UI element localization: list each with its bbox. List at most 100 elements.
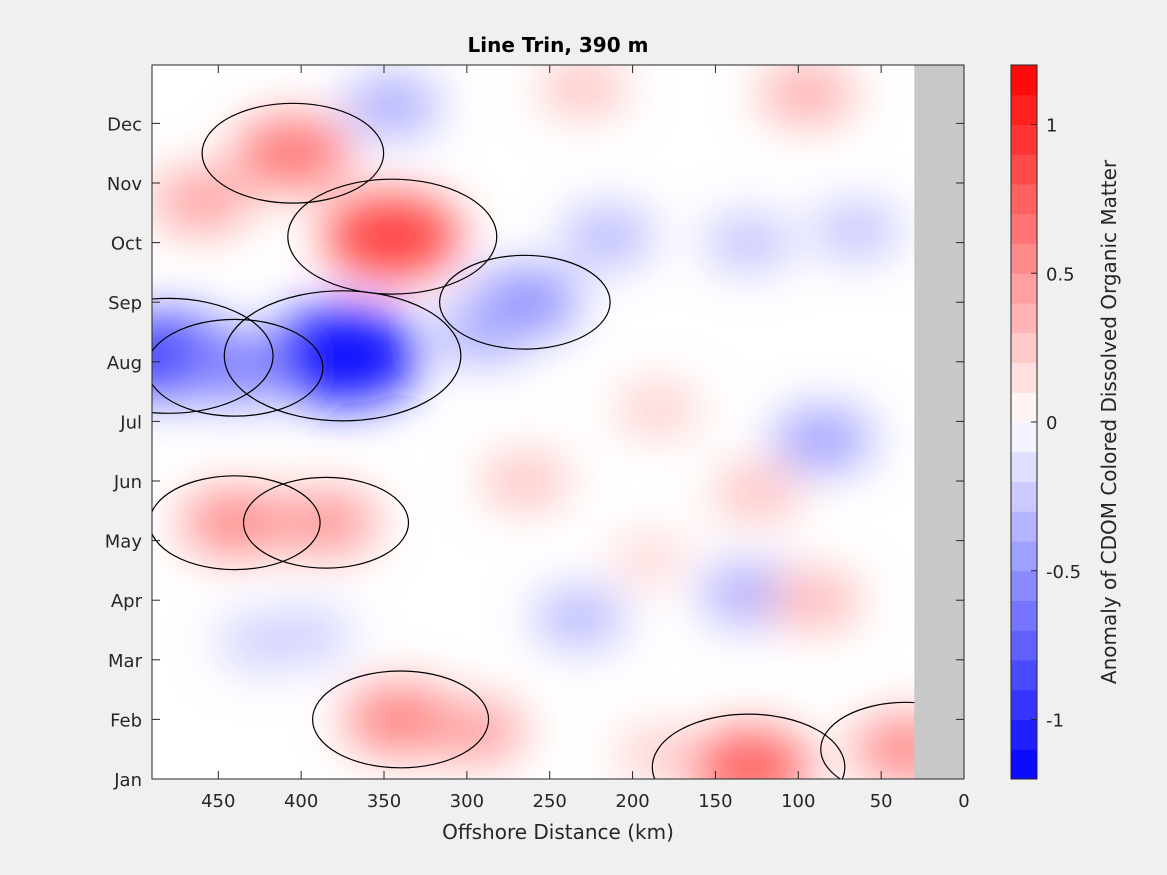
colorbar-segment-19 (1011, 213, 1037, 244)
anomaly-blob-21 (615, 383, 700, 436)
x-tick-label-50: 50 (870, 791, 893, 812)
colorbar-tick-label-5: 1 (1046, 116, 1057, 137)
anomaly-blob-9 (812, 203, 901, 258)
colorbar-segment-23 (1011, 94, 1037, 125)
zero-contour-9 (651, 713, 846, 779)
colorbar-segment-21 (1011, 154, 1037, 185)
colorbar-segment-16 (1011, 303, 1037, 334)
x-axis-ticks: 450 400 350 300 250 200 150 100 50 0 (201, 65, 970, 812)
x-tick-label-350: 350 (367, 791, 401, 812)
colorbar-segment-18 (1011, 243, 1037, 274)
y-tick-label-nov: Nov (107, 174, 142, 195)
colorbar-segment-2 (1011, 719, 1037, 750)
colorbar-label: Anomaly of CDOM Colored Dissolved Organi… (1097, 159, 1121, 684)
anomaly-blob-29 (758, 65, 855, 124)
anomaly-blob-30 (615, 729, 700, 779)
anomaly-blob-27 (768, 571, 861, 629)
y-tick-label-aug: Aug (107, 353, 142, 374)
colorbar-tick-label-3: 0 (1046, 413, 1057, 434)
colorbar-segment-17 (1011, 273, 1037, 304)
plot-frame (151, 64, 965, 780)
zero-contour-7 (152, 475, 321, 571)
anomaly-blob-3 (178, 333, 291, 403)
colorbar-segment-6 (1011, 600, 1037, 631)
colorbar-tick-label-2: -0.5 (1046, 562, 1081, 583)
colorbar-segment-9 (1011, 511, 1037, 542)
zero-contour-4 (439, 254, 611, 350)
anomaly-blob-17 (152, 169, 252, 232)
zero-contour-5 (287, 178, 498, 295)
zero-contour-1 (223, 290, 462, 422)
y-tick-label-oct: Oct (111, 234, 142, 255)
zero-contour-2 (152, 297, 274, 414)
x-tick-label-0: 0 (958, 791, 969, 812)
zero-contours (152, 102, 964, 779)
colorbar-segment-3 (1011, 689, 1037, 720)
colorbar-segments (1011, 65, 1037, 780)
anomaly-blob-15 (324, 194, 461, 279)
y-tick-label-jul: Jul (119, 412, 142, 433)
anomaly-blob-18 (180, 489, 289, 557)
x-tick-label-400: 400 (284, 791, 318, 812)
colorbar-segment-10 (1011, 481, 1037, 512)
anomaly-blob-22 (686, 728, 811, 779)
anomaly-blob-12 (533, 589, 626, 647)
x-tick-label-450: 450 (201, 791, 235, 812)
anomaly-blob-28 (538, 65, 627, 115)
colorbar-ticks: -1 -0.5 0 0.5 1 (1031, 116, 1081, 732)
colorbar-segment-4 (1011, 660, 1037, 691)
colorbar-segment-1 (1011, 749, 1037, 780)
anomaly-blob-24 (425, 700, 526, 763)
x-tick-label-150: 150 (698, 791, 732, 812)
anomaly-blob-20 (480, 453, 569, 509)
colorbar-tick-label-1: -1 (1046, 711, 1064, 732)
anomaly-blob-7 (344, 75, 441, 136)
zero-contour-6 (201, 102, 385, 204)
colorbar-segment-12 (1011, 422, 1037, 453)
anomaly-blob-8 (773, 408, 874, 471)
zero-contour-10 (311, 670, 490, 769)
colorbar-segment-14 (1011, 362, 1037, 393)
zero-contour-11 (820, 701, 964, 779)
plot-area: 450 400 350 300 250 200 150 100 50 0 Jan Feb Mar Apr… (105, 64, 970, 812)
y-axis-ticks: Jan Feb Mar Apr May Jun Jul Aug Sep Oct Nov Dec (105, 114, 964, 791)
y-tick-label-mar: Mar (108, 651, 143, 672)
colorbar-segment-22 (1011, 124, 1037, 155)
colorbar-segment-5 (1011, 630, 1037, 661)
anomaly-blob-14 (217, 615, 302, 668)
colorbar: -1 -0.5 0 0.5 1 Anomaly of CDOM Colored Diss… (1010, 64, 1121, 780)
anomaly-blob-5 (561, 208, 654, 266)
colorbar-tick-label-4: 0.5 (1046, 264, 1075, 285)
colorbar-segment-8 (1011, 541, 1037, 572)
anomaly-blob-16 (234, 117, 351, 190)
zero-contour-3 (152, 318, 324, 417)
y-tick-label-may: May (105, 532, 143, 553)
colorbar-segment-11 (1011, 451, 1037, 482)
y-tick-label-feb: Feb (110, 710, 142, 731)
zero-contour-8 (242, 476, 410, 569)
x-tick-label-200: 200 (615, 791, 649, 812)
x-tick-label-300: 300 (450, 791, 484, 812)
colorbar-segment-15 (1011, 332, 1037, 363)
anomaly-blob-1 (264, 307, 421, 405)
x-tick-label-100: 100 (781, 791, 815, 812)
colorbar-segment-20 (1011, 184, 1037, 215)
colorbar-segment-13 (1011, 392, 1037, 423)
anomaly-blob-19 (274, 490, 378, 555)
x-axis-label: Offshore Distance (km) (442, 820, 674, 844)
colorbar-segment-24 (1011, 65, 1037, 96)
colorbar-segment-7 (1011, 570, 1037, 601)
anomaly-blob-10 (704, 215, 793, 270)
anomaly-blob-6 (435, 302, 532, 362)
y-tick-label-dec: Dec (107, 114, 142, 135)
x-tick-label-250: 250 (533, 791, 567, 812)
anomaly-blob-31 (609, 533, 690, 584)
y-tick-label-jan: Jan (113, 770, 142, 791)
anomaly-blob-26 (712, 465, 801, 521)
chart-title: Line Trin, 390 m (468, 33, 649, 57)
y-tick-label-sep: Sep (108, 293, 142, 314)
y-tick-label-apr: Apr (111, 591, 143, 612)
y-tick-label-jun: Jun (113, 472, 142, 493)
no-data-region (914, 65, 964, 779)
